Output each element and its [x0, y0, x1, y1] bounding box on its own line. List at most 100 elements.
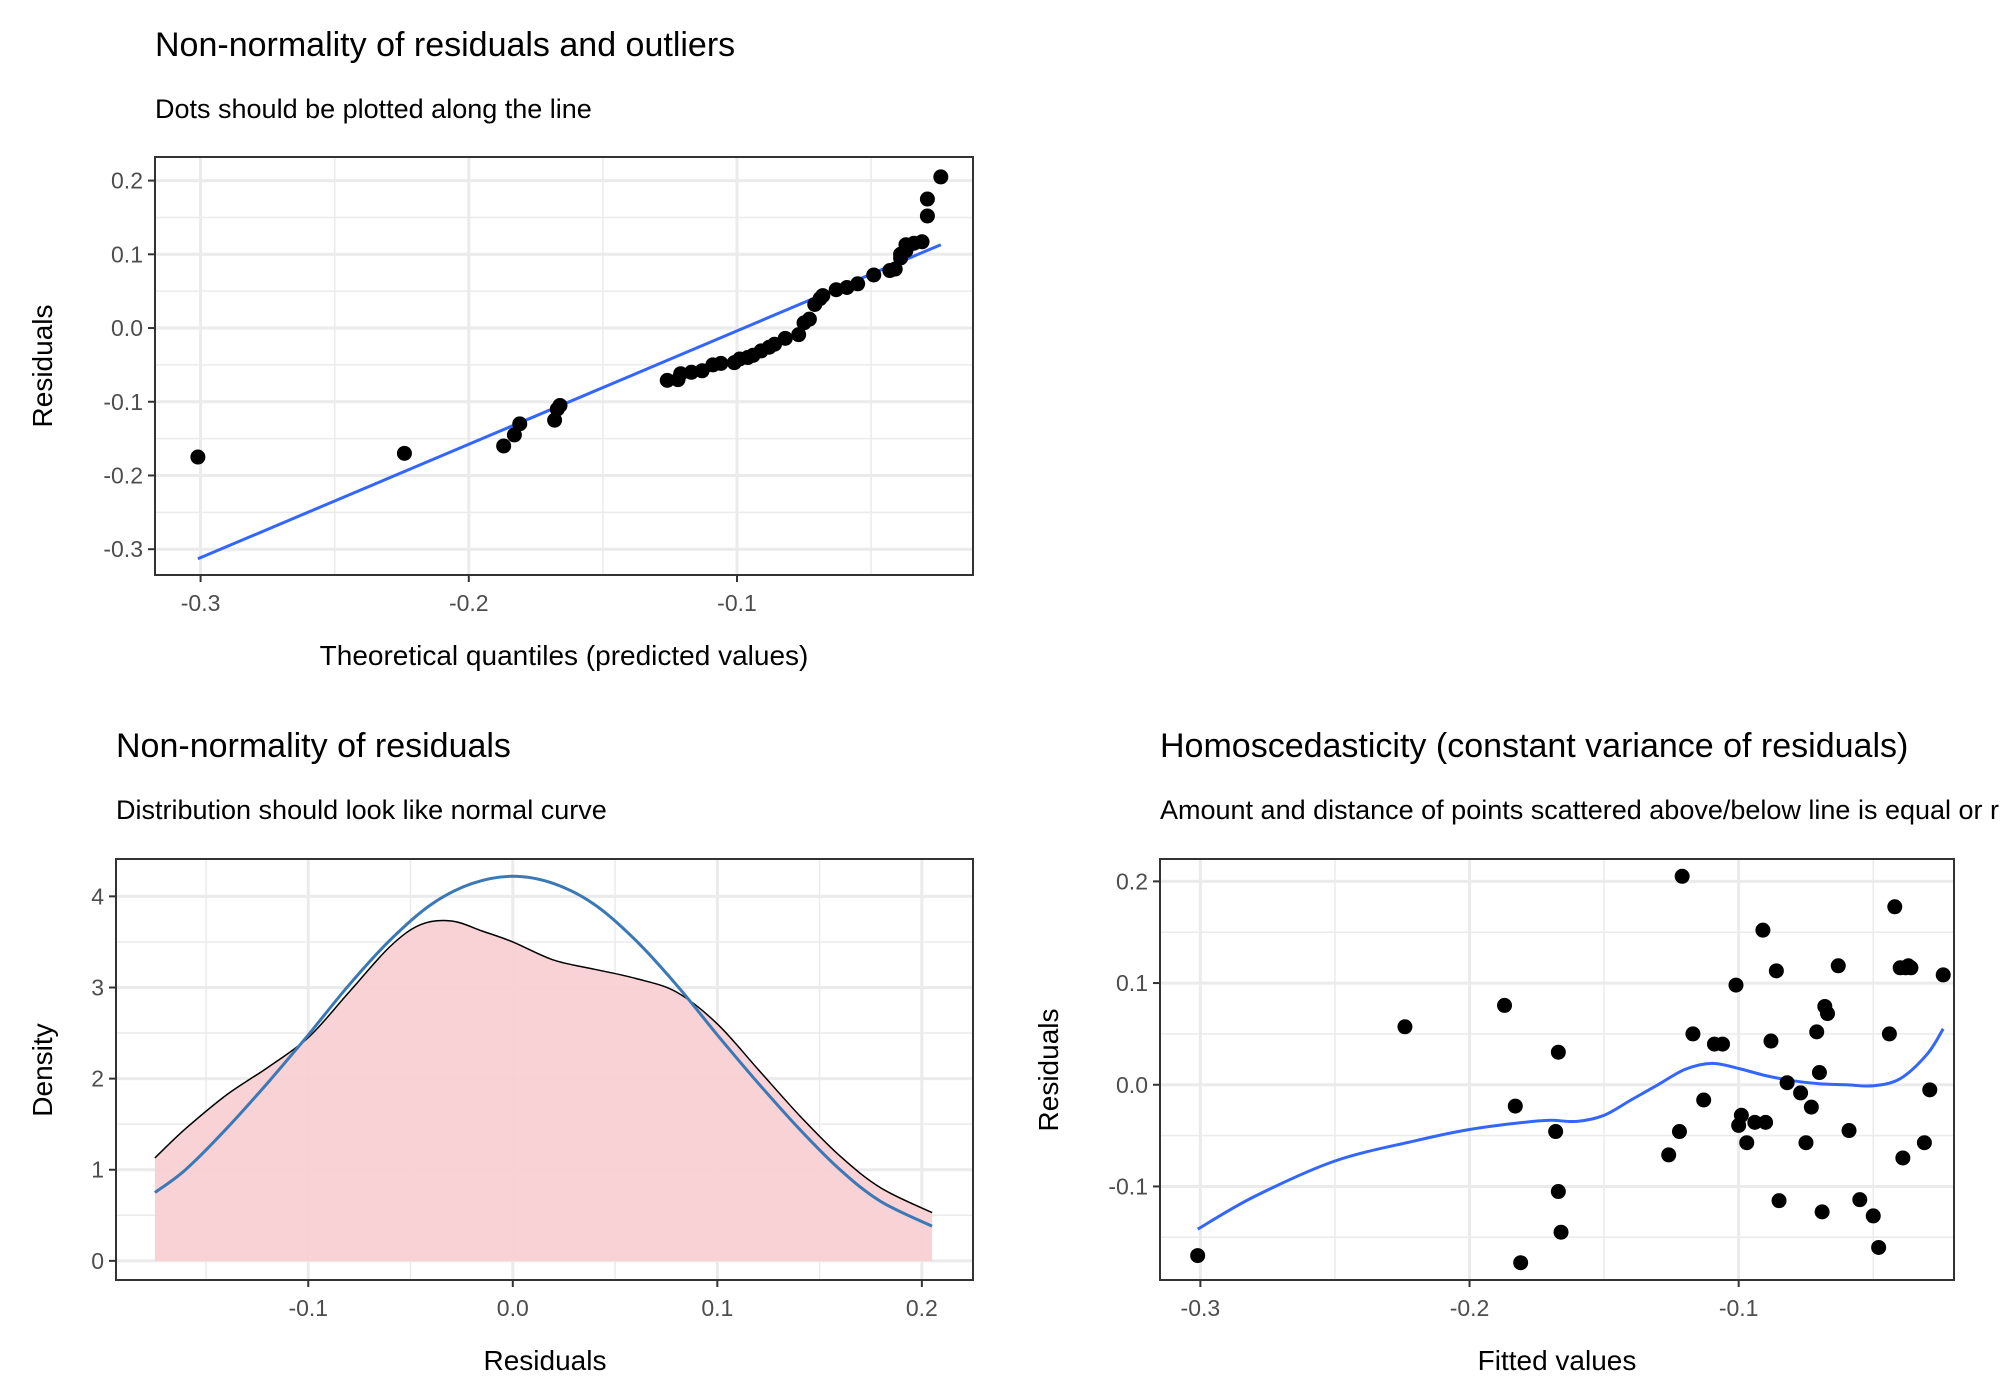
homo-point [1852, 1192, 1868, 1208]
qq-point [396, 445, 412, 461]
homo-point [1935, 967, 1951, 983]
density-y-tick-label: 0 [91, 1248, 104, 1274]
qq-point [914, 234, 930, 250]
qq-point [777, 330, 793, 346]
homo-point [1809, 1024, 1825, 1040]
qq-marks [190, 169, 949, 561]
homo-point [1497, 997, 1513, 1013]
density-x-tick-label: 0.0 [497, 1295, 529, 1321]
homo-point [1881, 1026, 1897, 1042]
homo-x-tick-label: -0.1 [1719, 1295, 1759, 1321]
homo-point [1819, 1006, 1835, 1022]
density-y-tick-label: 4 [91, 883, 104, 909]
homo-panel-border [1159, 858, 1955, 1281]
qq-y-tick-label: 0.2 [111, 168, 143, 194]
homo-ticks: -0.3 -0.2 -0.1 -0.1 0.0 0.1 0.2 [1108, 868, 1758, 1321]
qq-point [791, 327, 807, 343]
qq-point [815, 288, 831, 304]
qq-y-tick-label: -0.2 [103, 462, 143, 488]
homo-plot-area [1160, 859, 1954, 1280]
homo-point [1903, 960, 1919, 976]
homo-point [1696, 1092, 1712, 1108]
density-panel-border [115, 858, 974, 1281]
qq-point [919, 208, 935, 224]
density-x-tick-label: 0.1 [701, 1295, 733, 1321]
qq-point [933, 169, 949, 185]
homo-point [1507, 1098, 1523, 1114]
homo-point [1871, 1239, 1887, 1255]
homo-point [1674, 868, 1690, 884]
density-y-tick-label: 2 [91, 1066, 104, 1092]
homo-y-tick-label: -0.1 [1108, 1173, 1148, 1199]
qq-panel: Non-normality of residuals and outliers … [27, 26, 974, 671]
density-x-axis-label: Residuals [484, 1345, 607, 1376]
homo-title: Homoscedasticity (constant variance of r… [1160, 727, 1908, 765]
qq-y-axis-label: Residuals [27, 305, 58, 428]
homo-point [1803, 1099, 1819, 1115]
qq-subtitle: Dots should be plotted along the line [155, 94, 592, 124]
homo-point [1550, 1184, 1566, 1200]
homo-point [1739, 1135, 1755, 1151]
homo-point [1553, 1224, 1569, 1240]
qq-panel-border [154, 156, 974, 576]
qq-y-tick-label: 0.0 [111, 315, 143, 341]
density-subtitle: Distribution should look like normal cur… [116, 795, 607, 825]
qq-ticks: -0.3 -0.2 -0.1 -0.3 -0.2 -0.1 0.0 0.1 0.2 [103, 168, 756, 616]
homo-y-tick-label: 0.2 [1116, 868, 1148, 894]
density-y-tick-label: 3 [91, 974, 104, 1000]
homo-point [1814, 1204, 1830, 1220]
homo-point [1715, 1036, 1731, 1052]
homo-point [1550, 1044, 1566, 1060]
homo-point [1661, 1147, 1677, 1163]
homo-point [1685, 1026, 1701, 1042]
qq-y-tick-label: -0.1 [103, 389, 143, 415]
homo-point [1190, 1248, 1206, 1264]
homo-smooth-line [1196, 1028, 1945, 1231]
homo-point [1397, 1019, 1413, 1035]
qq-point [552, 397, 568, 413]
homo-point [1758, 1114, 1774, 1130]
homo-point [1887, 899, 1903, 915]
homo-point [1768, 963, 1784, 979]
homo-point [1513, 1255, 1529, 1271]
homo-point [1755, 922, 1771, 938]
normal-curve-line [154, 874, 933, 1228]
homo-point [1811, 1065, 1827, 1081]
homo-x-axis-label: Fitted values [1478, 1345, 1637, 1376]
density-marks [154, 874, 933, 1261]
homo-x-tick-label: -0.2 [1450, 1295, 1490, 1321]
homo-point [1747, 1114, 1763, 1130]
qq-title: Non-normality of residuals and outliers [155, 26, 735, 64]
homo-point [1922, 1082, 1938, 1098]
density-outline [154, 919, 933, 1214]
homo-x-tick-label: -0.3 [1181, 1295, 1221, 1321]
density-area [154, 920, 933, 1261]
density-title: Non-normality of residuals [116, 727, 511, 765]
homo-point [1895, 1150, 1911, 1166]
density-panel: Non-normality of residuals Distribution … [27, 727, 974, 1376]
homo-point [1671, 1124, 1687, 1140]
qq-point [919, 191, 935, 207]
homo-point [1763, 1033, 1779, 1049]
density-x-tick-label: -0.1 [288, 1295, 328, 1321]
homo-point [1733, 1107, 1749, 1123]
qq-y-tick-label: 0.1 [111, 241, 143, 267]
homo-panel: Homoscedasticity (constant variance of r… [1033, 727, 2000, 1376]
homo-point [1728, 977, 1744, 993]
qq-y-tick-label: -0.3 [103, 536, 143, 562]
qq-x-tick-label: -0.2 [449, 590, 489, 616]
qq-x-tick-label: -0.1 [717, 590, 757, 616]
qq-point [713, 355, 729, 371]
density-y-tick-label: 1 [91, 1157, 104, 1183]
homo-subtitle: Amount and distance of points scattered … [1160, 795, 2000, 825]
qq-plot-area [155, 157, 973, 575]
qq-point [866, 267, 882, 283]
homo-marks [1190, 868, 1951, 1271]
density-ticks: -0.1 0.0 0.1 0.2 0 1 2 3 4 [91, 883, 938, 1321]
homo-point [1548, 1124, 1564, 1140]
qq-point [850, 276, 866, 292]
homo-point [1771, 1193, 1787, 1209]
homo-point [1793, 1085, 1809, 1101]
homo-point [1841, 1123, 1857, 1139]
qq-point [659, 372, 675, 388]
